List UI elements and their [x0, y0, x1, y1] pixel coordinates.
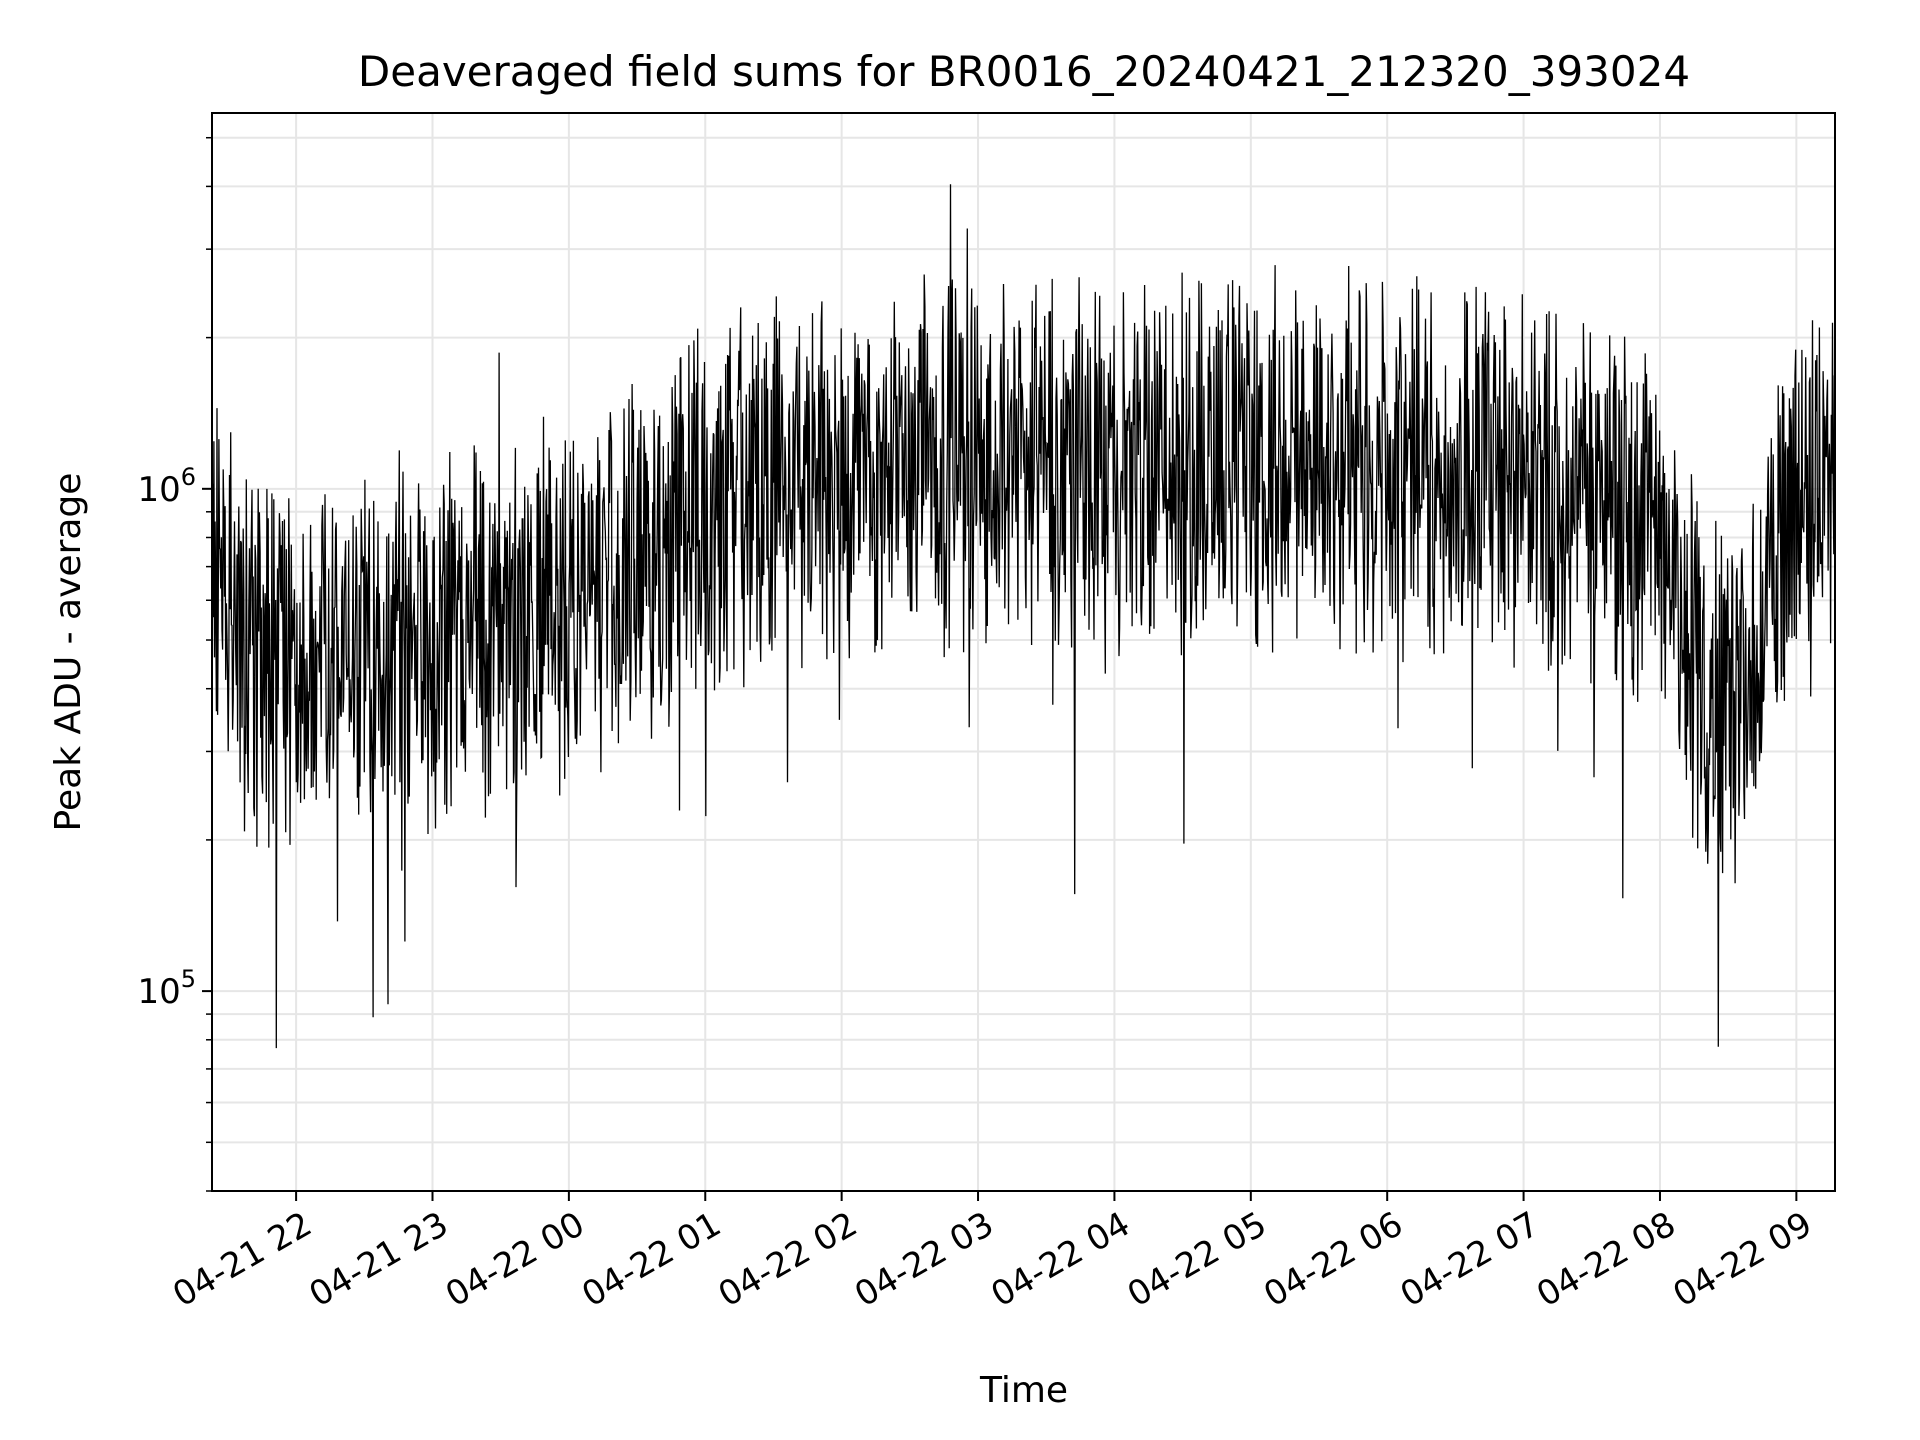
y-axis-label: Peak ADU - average: [48, 473, 89, 832]
x-axis-label: Time: [979, 1370, 1068, 1411]
y-tick-label: 105: [137, 965, 196, 1012]
plot-frame: [211, 112, 1836, 1192]
y-axis: 105 106: [137, 136, 212, 1192]
y-tick-label: 106: [137, 463, 196, 510]
data-layer: [211, 184, 1836, 1049]
chart-title: Deaveraged field sums for BR0016_2024042…: [358, 47, 1690, 96]
series-line: [211, 184, 1836, 1049]
